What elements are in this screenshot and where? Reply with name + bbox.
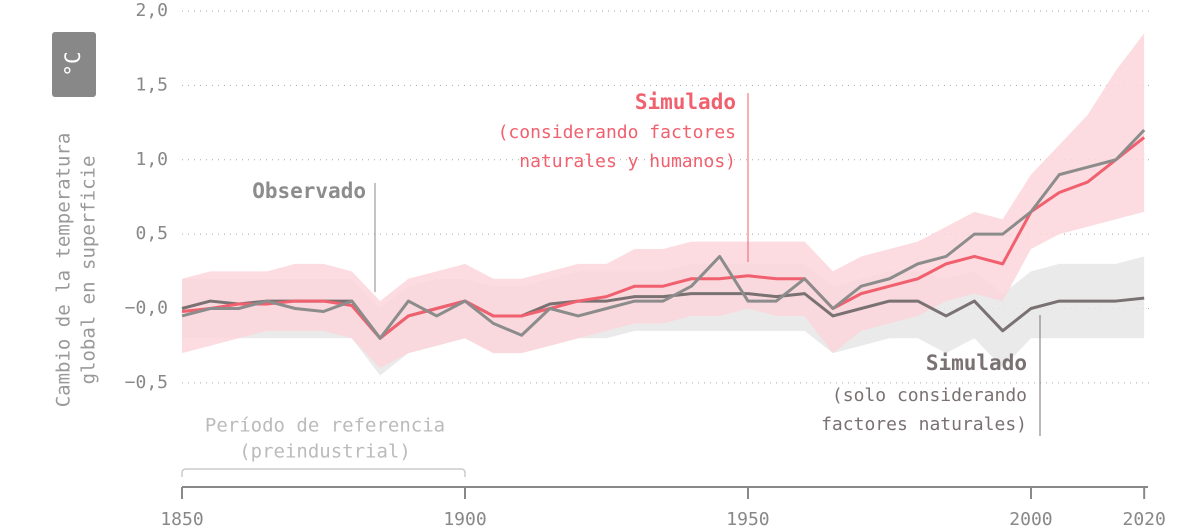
annotation: (solo considerando: [832, 385, 1027, 406]
band: [182, 33, 1145, 368]
y-tick-label: −0,0: [125, 298, 168, 319]
line: [181, 292, 1145, 340]
x-tick-label: 1950: [726, 509, 769, 530]
unit-box: [52, 32, 96, 97]
annotation: Observado: [252, 179, 366, 203]
reference-label: Período de referencia: [205, 415, 445, 437]
y-tick-label: 0,5: [135, 223, 168, 244]
y-tick-label: 1,5: [135, 74, 168, 95]
unit: °C: [61, 51, 85, 76]
annotation: (considerando factores: [498, 122, 736, 143]
annotation: factores naturales): [821, 414, 1027, 435]
y-label: global en superficie: [78, 156, 100, 385]
x-tick-label: 2000: [1009, 509, 1052, 530]
plot: −0,5 −0,0 0,5 1,0 1,5 2,0 1850 1900 1950 2000 2020: [125, 0, 1166, 530]
y-label: Cambio de la temperatura: [53, 133, 75, 408]
x-tick-label: 2020: [1123, 509, 1166, 530]
annotation: Simulado: [635, 90, 736, 114]
annotation: naturales y humanos): [519, 151, 736, 172]
line: [181, 128, 1146, 340]
y-tick-label: −0,5: [125, 372, 168, 393]
x-tick-label: 1850: [160, 509, 203, 530]
reference-bracket: [181, 468, 466, 477]
y-tick-label: 2,0: [135, 0, 168, 21]
y-tick-label: 1,0: [135, 149, 168, 170]
reference-label: (preindustrial): [239, 441, 411, 463]
x-tick-label: 1900: [443, 509, 486, 530]
annotation: Simulado: [926, 351, 1027, 375]
